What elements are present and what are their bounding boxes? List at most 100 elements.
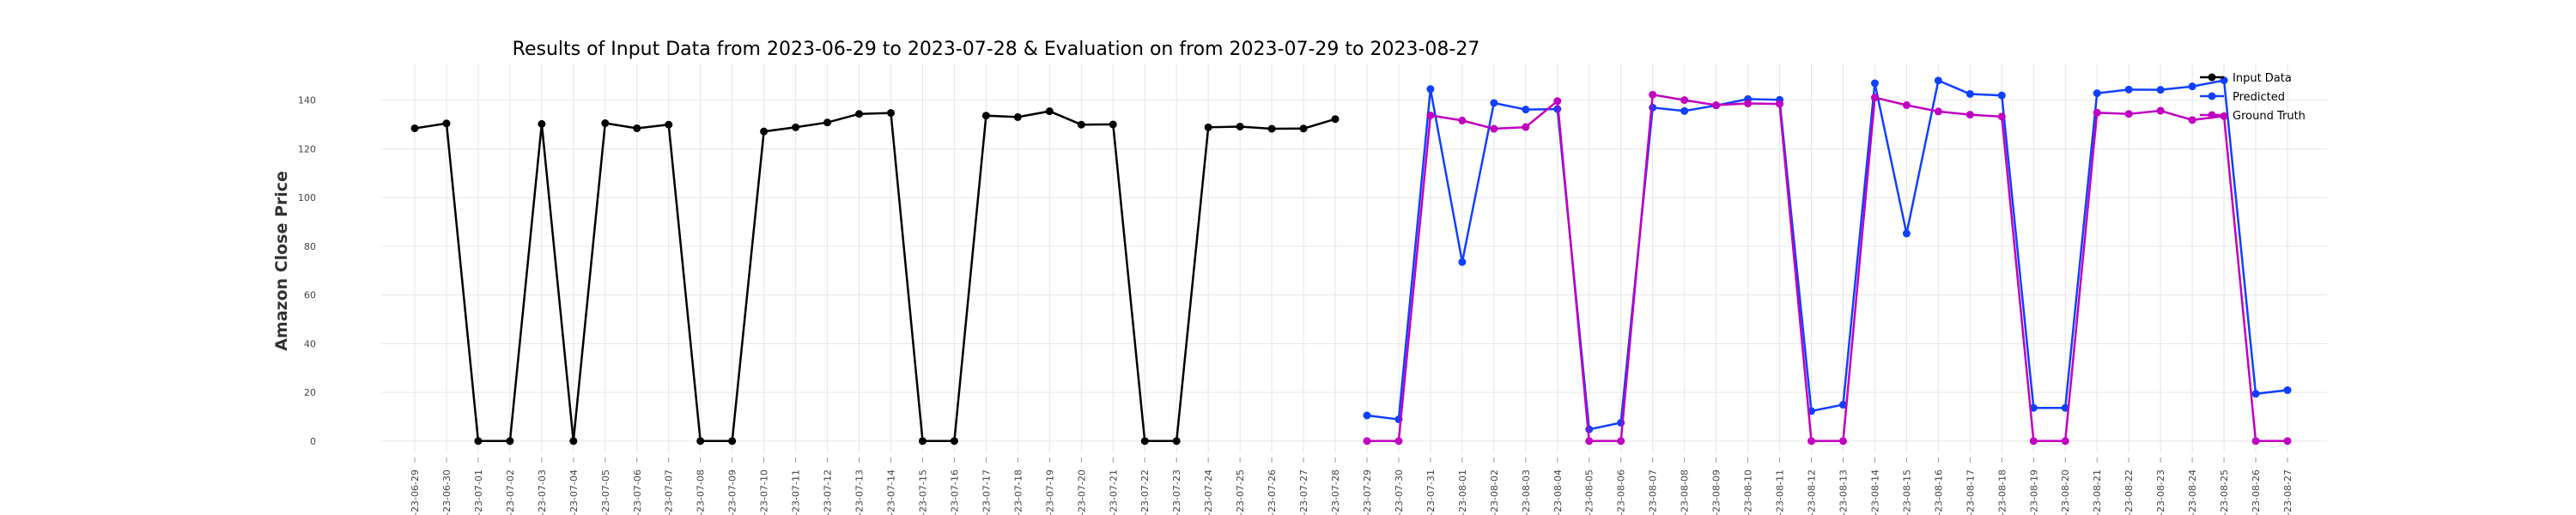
series-line-input-data: [414, 110, 1336, 443]
data-point-ground-truth: [1617, 437, 1625, 445]
x-tick-label: -23-08-05: [1584, 470, 1595, 515]
x-tick-label: -23-07-29: [1362, 470, 1373, 515]
data-point-ground-truth: [1965, 111, 1974, 119]
data-point-input-data: [569, 437, 578, 445]
x-tick-label: -23-08-23: [2155, 470, 2166, 515]
data-point-predicted: [2029, 403, 2038, 412]
x-tick-label: -23-08-16: [1933, 470, 1944, 515]
y-tick-label: 40: [304, 338, 316, 349]
x-tick-label: -23-08-02: [1489, 470, 1500, 515]
x-tick-label: -23-08-03: [1521, 470, 1532, 515]
x-tick-label: -23-08-01: [1457, 470, 1468, 515]
series-ground-truth: [1363, 90, 2292, 445]
x-tick-label: -23-08-24: [2187, 470, 2198, 515]
data-point-input-data: [665, 120, 673, 129]
series-input-data: [410, 107, 1340, 445]
data-point-input-data: [1331, 115, 1340, 124]
gridlines: [381, 64, 2327, 453]
y-tick-label: 60: [304, 290, 316, 301]
data-point-predicted: [1965, 89, 1974, 98]
data-point-input-data: [823, 118, 832, 127]
data-point-ground-truth: [2220, 112, 2228, 120]
x-tick-label: -23-08-13: [1838, 470, 1849, 515]
data-point-predicted: [1490, 99, 1498, 107]
x-tick-label: -23-07-22: [1139, 470, 1151, 515]
data-point-input-data: [410, 124, 419, 132]
data-point-input-data: [855, 110, 864, 118]
x-tick-label: -23-07-10: [759, 470, 770, 515]
x-tick-label: -23-07-12: [823, 470, 834, 515]
data-point-input-data: [1267, 124, 1276, 133]
legend-label: Predicted: [2233, 91, 2285, 104]
data-point-ground-truth: [1744, 100, 1753, 108]
data-point-predicted: [1522, 106, 1530, 114]
x-tick-label: -23-07-31: [1425, 470, 1437, 515]
x-tick-label: -23-06-30: [441, 470, 453, 515]
data-point-predicted: [1902, 229, 1911, 238]
legend: Input Data Predicted Ground Truth: [2200, 72, 2306, 123]
data-point-input-data: [792, 123, 800, 131]
data-point-ground-truth: [2251, 437, 2260, 445]
data-point-predicted: [1363, 411, 1371, 420]
data-point-ground-truth: [1680, 96, 1689, 105]
data-point-input-data: [981, 112, 990, 120]
x-tick-label: -23-08-20: [2060, 470, 2071, 515]
x-tick-label: -23-07-25: [1235, 470, 1246, 515]
data-point-input-data: [1140, 437, 1149, 445]
legend-label: Input Data: [2233, 72, 2292, 85]
y-tick-label: 0: [310, 436, 316, 447]
x-axis-ticks: -23-06-29 -23-06-30 -23-07-01 -23-07-02 -23-…: [410, 457, 2293, 515]
x-tick-label: -23-08-04: [1552, 470, 1564, 515]
x-tick-label: -23-08-07: [1648, 470, 1659, 515]
data-point-ground-truth: [1997, 112, 2006, 121]
x-tick-label: -23-08-18: [1996, 470, 2008, 515]
y-axis-ticks: 0 20 40 60 80 100 120 140: [298, 95, 316, 447]
legend-item-predicted: Predicted: [2200, 91, 2285, 104]
data-point-input-data: [442, 119, 451, 128]
x-tick-label: -23-07-26: [1267, 470, 1278, 515]
data-point-ground-truth: [2188, 116, 2196, 124]
legend-item-input-data: Input Data: [2200, 72, 2292, 85]
data-point-predicted: [1838, 401, 1847, 409]
data-point-predicted: [2093, 89, 2101, 98]
x-tick-label: -23-07-30: [1394, 470, 1405, 515]
y-tick-label: 80: [304, 241, 316, 252]
y-tick-label: 20: [304, 387, 316, 398]
data-point-ground-truth: [1585, 437, 1594, 445]
x-tick-label: -23-08-12: [1807, 470, 1818, 515]
data-point-input-data: [918, 437, 927, 445]
x-tick-label: -23-07-13: [854, 470, 866, 515]
data-point-ground-truth: [1363, 437, 1371, 445]
x-tick-label: -23-07-05: [600, 470, 611, 515]
data-point-ground-truth: [1807, 437, 1816, 445]
x-tick-label: -23-07-16: [949, 470, 960, 515]
data-point-predicted: [2220, 76, 2228, 85]
data-point-input-data: [950, 437, 958, 445]
data-point-ground-truth: [1902, 101, 1911, 110]
y-tick-label: 140: [298, 95, 316, 106]
data-point-input-data: [728, 437, 737, 445]
x-tick-label: -23-08-22: [2123, 470, 2135, 515]
data-point-predicted: [2188, 82, 2196, 91]
y-axis-label: Amazon Close Price: [272, 171, 291, 351]
x-tick-label: -23-07-04: [568, 470, 580, 515]
x-tick-label: -23-08-17: [1965, 470, 1976, 515]
x-tick-label: -23-07-19: [1044, 470, 1055, 515]
data-point-input-data: [1013, 112, 1022, 121]
x-tick-label: -23-07-08: [696, 470, 707, 515]
x-tick-label: -23-07-17: [981, 470, 992, 515]
data-point-ground-truth: [2093, 108, 2101, 117]
legend-swatch-marker: [2208, 111, 2216, 119]
data-point-predicted: [1934, 76, 1942, 85]
x-tick-label: -23-07-14: [885, 470, 896, 515]
x-tick-label: -23-08-08: [1680, 470, 1691, 515]
x-tick-label: -23-07-11: [791, 470, 802, 515]
data-point-ground-truth: [1553, 97, 1562, 106]
data-point-input-data: [601, 119, 610, 128]
data-point-predicted: [1997, 91, 2006, 100]
data-point-input-data: [633, 124, 641, 132]
x-tick-label: -23-07-21: [1108, 470, 1119, 515]
data-point-ground-truth: [1934, 107, 1942, 116]
x-tick-label: -23-08-21: [2092, 470, 2103, 515]
